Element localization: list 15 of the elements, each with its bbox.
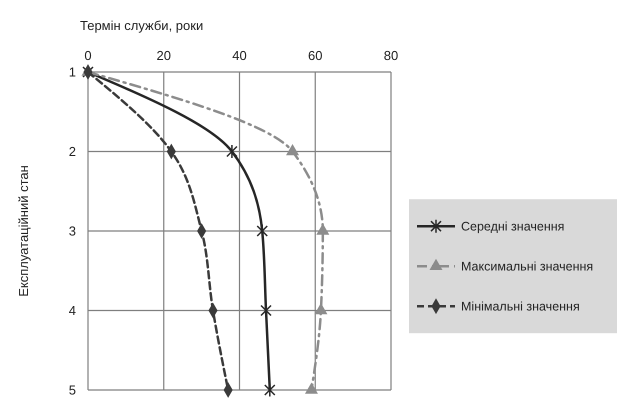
y-tick-label: 5 [68,382,76,398]
x-tick-label: 60 [308,48,322,63]
x-tick-label: 20 [156,48,171,63]
legend-label: Середні значення [461,220,564,234]
x-tick-label: 40 [232,48,247,63]
legend-label: Максимальні значення [461,260,594,274]
x-axis-title: Термін служби, роки [80,18,204,33]
y-tick-label: 3 [68,224,76,239]
y-tick-label: 4 [68,303,76,318]
x-tick-label: 0 [84,48,92,63]
x-tick-label: 80 [384,48,398,63]
y-axis-title: Експлуатаційний стан [16,165,31,297]
legend-label: Мінімальні значення [461,300,580,314]
y-tick-label: 2 [68,144,76,160]
y-tick-label: 1 [68,64,76,80]
